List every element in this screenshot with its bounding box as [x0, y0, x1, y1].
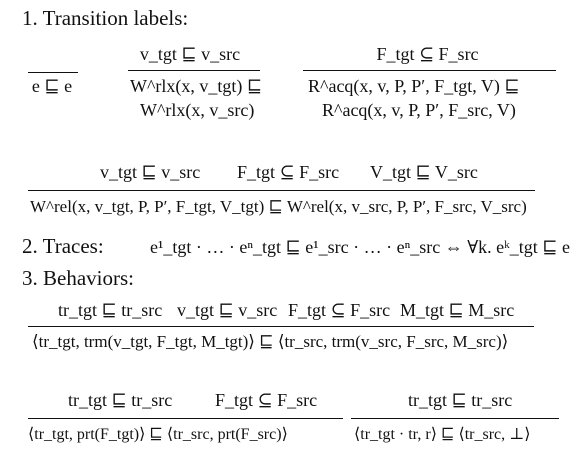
rule-c-conclusion-line1: R^acq(x, v, P, P′, F_tgt, V) ⊑ — [308, 76, 520, 96]
rule-f-premise-1: tr_tgt ⊑ tr_src — [68, 390, 173, 410]
rule-d-bar — [28, 190, 535, 191]
section-1-heading: 1. Transition labels: — [22, 6, 189, 30]
rule-e-bar — [28, 326, 534, 327]
rule-a-bar — [28, 72, 78, 73]
traces-formula: e¹_tgt · … · eⁿ_tgt ⊑ e¹_src · … · eⁿ_sr… — [150, 237, 570, 257]
rule-f-conclusion: ⟨tr_tgt, prt(F_tgt)⟩ ⊑ ⟨tr_src, prt(F_sr… — [28, 426, 288, 443]
section-2-heading: 2. Traces: — [22, 234, 104, 258]
rule-d-premise-3: V_tgt ⊑ V_src — [370, 162, 478, 182]
rule-d-conclusion: W^rel(x, v_tgt, P, P′, F_tgt, V_tgt) ⊑ W… — [30, 197, 527, 216]
rule-f-premise-2: F_tgt ⊆ F_src — [215, 390, 318, 410]
rule-c-premise: F_tgt ⊆ F_src — [376, 44, 479, 64]
rule-c-conclusion-line2: R^acq(x, v, P, P′, F_src, V) — [322, 100, 516, 120]
rule-e-premise-4: M_tgt ⊑ M_src — [400, 300, 515, 320]
rule-b-conclusion-line2: W^rlx(x, v_src) — [140, 100, 255, 120]
rule-f-bar — [28, 418, 343, 419]
rule-a-conclusion: e ⊑ e — [31, 76, 73, 96]
rule-g-conclusion: ⟨tr_tgt · tr, r⟩ ⊑ ⟨tr_src, ⊥⟩ — [354, 426, 531, 443]
rule-e-conclusion: ⟨tr_tgt, trm(v_tgt, F_tgt, M_tgt)⟩ ⊑ ⟨tr… — [32, 332, 509, 351]
rule-e-premise-3: F_tgt ⊆ F_src — [288, 300, 391, 320]
rule-g-bar — [351, 418, 559, 419]
rule-c-bar — [303, 70, 556, 71]
rule-d-premise-1: v_tgt ⊑ v_src — [100, 162, 201, 182]
section-3-heading: 3. Behaviors: — [22, 266, 134, 290]
rule-e-premise-1: tr_tgt ⊑ tr_src — [58, 300, 163, 320]
rule-b-conclusion-line1: W^rlx(x, v_tgt) ⊑ — [130, 76, 263, 96]
rule-b-bar — [128, 70, 260, 71]
rule-e-premise-2: v_tgt ⊑ v_src — [177, 300, 278, 320]
rule-d-premise-2: F_tgt ⊆ F_src — [237, 162, 340, 182]
rule-b-premise: v_tgt ⊑ v_src — [139, 44, 241, 64]
rule-g-premise: tr_tgt ⊑ tr_src — [408, 390, 513, 410]
